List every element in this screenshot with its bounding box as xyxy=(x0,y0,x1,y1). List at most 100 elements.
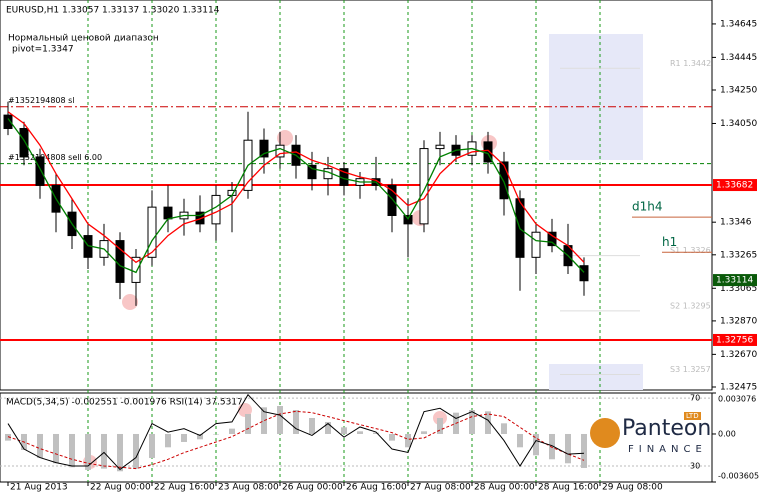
candle-body xyxy=(163,206,173,220)
y-tick-label: 0.00 xyxy=(718,429,736,438)
pivot-zone xyxy=(549,364,643,390)
macd-bar xyxy=(341,427,347,434)
macd-bar xyxy=(325,421,331,434)
x-tick-label: 27 Aug 08:00 xyxy=(410,483,471,493)
x-tick-label: 29 Aug 08:00 xyxy=(602,483,663,493)
macd-bar xyxy=(549,433,555,460)
pivot-label: d1h4 xyxy=(632,200,663,214)
macd-bar xyxy=(517,433,523,448)
y-tick-label: 1.33065 xyxy=(720,284,757,294)
x-tick-label: 28 Aug 00:00 xyxy=(474,483,535,493)
candle-body xyxy=(275,144,285,158)
macd-bar xyxy=(309,417,315,434)
x-tick-label: 23 Aug 08:00 xyxy=(218,483,279,493)
logo-sub: FINANCE xyxy=(628,444,707,455)
macd-bar xyxy=(133,433,139,469)
candle-body xyxy=(307,164,317,180)
x-tick-label: 28 Aug 16:00 xyxy=(538,483,599,493)
ma-line xyxy=(7,118,585,274)
logo-name: Panteon xyxy=(622,416,712,441)
y-tick-label: 1.34645 xyxy=(720,19,757,29)
pivot-zone xyxy=(549,34,643,160)
macd-bar xyxy=(53,433,59,464)
y-tick-label: 1.34250 xyxy=(720,86,757,96)
candle-body xyxy=(579,265,589,282)
pivot-text: S1 1.3326 xyxy=(670,246,711,255)
macd-bar xyxy=(149,433,155,458)
y-tick-label: 1.34445 xyxy=(720,53,757,63)
candle-body xyxy=(547,231,557,247)
order-label: #1352194808 sell 6.00 xyxy=(8,153,102,162)
macd-bar xyxy=(85,433,91,470)
logo-icon xyxy=(590,418,620,448)
y-tick-label: 1.32870 xyxy=(720,316,757,326)
macd-bar xyxy=(181,433,187,442)
x-tick-label: 26 Aug 16:00 xyxy=(346,483,407,493)
macd-bar xyxy=(69,433,75,468)
macd-bar xyxy=(213,433,219,435)
y-tick-label: 1.34050 xyxy=(720,119,757,129)
macd-bar xyxy=(101,433,107,469)
pivot-text: S3 1.3257 xyxy=(670,365,711,374)
candle-body xyxy=(531,231,541,258)
candle-body xyxy=(131,256,141,283)
candle-body xyxy=(211,194,221,225)
pivot-label: h1 xyxy=(662,235,677,249)
macd-bar xyxy=(437,417,443,434)
rsi-line xyxy=(7,393,585,471)
candle-body xyxy=(259,139,269,158)
highlight xyxy=(277,130,293,146)
logo: Panteon FINANCE LTD xyxy=(588,412,711,470)
price-tag xyxy=(713,274,757,287)
candle-body xyxy=(35,156,45,186)
candle-body xyxy=(419,148,429,225)
macd-bar xyxy=(501,423,507,434)
x-tick-label: 26 Aug 00:00 xyxy=(282,483,343,493)
x-tick-label: 22 Aug 16:00 xyxy=(154,483,215,493)
macd-bar xyxy=(565,433,571,464)
price-tag xyxy=(713,333,757,346)
macd-bar xyxy=(165,433,171,448)
chart-title: EURUSD,H1 1.33057 1.33137 1.33020 1.3311… xyxy=(6,6,220,16)
y-tick-label: 1.33265 xyxy=(720,250,757,260)
y-tick-label: 1.3346 xyxy=(720,218,752,228)
pivot-text: S2 1.3295 xyxy=(670,301,711,310)
candle-body xyxy=(147,206,157,258)
macd-bar xyxy=(5,433,11,441)
macd-bar xyxy=(357,431,363,434)
candle-body xyxy=(19,127,29,158)
rsi-tick-label: 70 xyxy=(690,394,700,403)
macd-bar xyxy=(117,433,123,472)
macd-bar xyxy=(261,407,267,434)
annotation: Нормальный ценовой диапазон xyxy=(8,34,159,44)
macd-bar xyxy=(469,409,475,434)
x-tick-label: 21 Aug 2013 xyxy=(10,483,68,493)
y-tick-label: 0.003076 xyxy=(718,395,756,404)
highlight xyxy=(122,294,138,310)
candle-body xyxy=(3,114,13,129)
pivot-text: R1 1.3442 xyxy=(670,59,711,68)
candle-body xyxy=(499,161,509,200)
annotation: pivot=1.3347 xyxy=(12,45,74,55)
rsi-tick-label: 30 xyxy=(690,462,700,471)
candle-body xyxy=(435,144,445,150)
macd-bar xyxy=(277,406,283,434)
macd-bar xyxy=(293,409,299,434)
price-tag-label: 1.33682 xyxy=(716,181,753,191)
macd-bar xyxy=(389,433,395,441)
ma-line xyxy=(7,111,585,264)
macd-bar xyxy=(421,431,427,434)
y-tick-label: 1.32670 xyxy=(720,350,757,360)
macd-bar xyxy=(485,411,491,434)
macd-bar xyxy=(245,413,251,434)
macd-bar xyxy=(229,428,235,434)
macd-bar xyxy=(197,433,203,440)
order-label: #1352194808 sl xyxy=(8,96,75,105)
indicator-title: MACD(5,34,5) -0.002551 -0.001976 RSI(14)… xyxy=(6,398,243,408)
macd-bar xyxy=(405,433,411,448)
price-tag xyxy=(713,179,757,192)
candle-body xyxy=(195,211,205,225)
candle-body xyxy=(387,184,397,216)
